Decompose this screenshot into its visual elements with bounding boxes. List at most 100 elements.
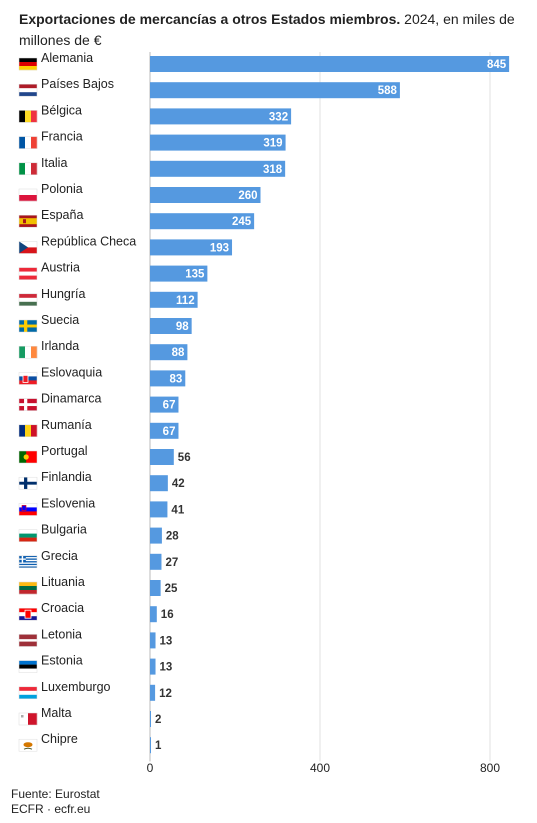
country-label: Eslovenia (41, 496, 95, 510)
source-note: Fuente: Eurostat (11, 787, 100, 801)
bg-flag-icon (18, 529, 38, 542)
country-label: Bulgaria (41, 523, 87, 537)
country-label: Portugal (41, 444, 88, 458)
bar-cz (150, 239, 233, 256)
si-flag-icon (18, 503, 38, 516)
dk-flag-icon (18, 398, 38, 411)
bar-pt (150, 449, 174, 465)
bar-cy (150, 737, 151, 754)
lu-flag-icon (18, 686, 38, 700)
chart-title-bold: Exportaciones de mercancías a otros Esta… (19, 11, 401, 27)
value-label: 13 (160, 662, 173, 674)
value-label: 67 (163, 426, 176, 438)
hr-flag-icon (18, 607, 38, 621)
value-label: 112 (176, 295, 195, 307)
value-label: 193 (210, 242, 229, 254)
fr-flag-icon (18, 136, 38, 149)
value-label: 319 (263, 138, 282, 150)
bar-nl (150, 82, 400, 99)
de-flag-icon (18, 57, 38, 71)
value-label: 56 (178, 452, 191, 464)
country-label: Suecia (41, 313, 79, 327)
bar-pl (150, 187, 261, 203)
bar-be (150, 108, 292, 125)
value-label: 260 (238, 190, 257, 202)
value-label: 12 (159, 688, 172, 700)
country-label: Países Bajos (41, 77, 114, 91)
cz-flag-icon (18, 241, 38, 254)
country-label: Alemania (41, 51, 93, 65)
country-label: España (41, 208, 83, 222)
bar-si (150, 501, 168, 518)
value-label: 25 (165, 583, 178, 595)
chart-title-subtitle: 2024, en miles de millones de € (19, 11, 515, 48)
bar-sk (150, 370, 186, 387)
country-label: Irlanda (41, 339, 79, 353)
bar-ie (150, 344, 188, 361)
bar-dk (150, 396, 179, 413)
bar-se (150, 318, 192, 334)
country-label: Chipre (41, 732, 78, 746)
hu-flag-icon (18, 293, 38, 307)
country-label: Bélgica (41, 103, 82, 117)
value-label: 83 (169, 373, 182, 385)
bar-hu (150, 291, 198, 308)
value-label: 13 (160, 635, 173, 647)
chart-footer: Fuente: Eurostat ECFR · ecfr.eu (11, 787, 100, 817)
x-tick-label: 0 (147, 761, 154, 775)
bar-es (150, 213, 255, 230)
country-label: Polonia (41, 182, 83, 196)
country-label: Malta (41, 706, 72, 720)
value-label: 88 (172, 347, 185, 359)
country-label: Croacia (41, 601, 84, 615)
bar-de (150, 56, 510, 72)
nl-flag-icon (18, 83, 38, 97)
ro-flag-icon (18, 424, 38, 438)
at-flag-icon (18, 267, 38, 280)
lt-flag-icon (18, 581, 38, 595)
value-label: 41 (171, 504, 184, 516)
es-flag-icon (18, 214, 38, 228)
value-label: 845 (487, 59, 507, 71)
country-label: Lituania (41, 575, 85, 589)
value-label: 98 (176, 321, 189, 333)
bar-gr (150, 553, 162, 570)
value-label: 318 (263, 164, 283, 176)
country-label: Dinamarca (41, 392, 101, 406)
value-label: 1 (155, 740, 162, 752)
mt-flag-icon (18, 712, 38, 726)
bar-ee (150, 658, 156, 675)
bar-fr (150, 134, 286, 151)
x-tick-label: 800 (480, 761, 500, 775)
fi-flag-icon (18, 476, 38, 490)
country-label: Hungría (41, 287, 86, 301)
country-label: Estonia (41, 654, 83, 668)
sk-flag-icon (18, 372, 38, 385)
country-label: Italia (41, 156, 67, 170)
bar-lv (150, 632, 156, 649)
bar-at (150, 265, 208, 282)
ee-flag-icon (18, 660, 38, 673)
cy-flag-icon (18, 738, 38, 752)
bar-mt (150, 711, 151, 727)
it-flag-icon (18, 162, 38, 176)
value-label: 2 (155, 714, 161, 726)
bar-lu (150, 684, 156, 701)
country-label: Finlandia (41, 470, 92, 484)
pt-flag-icon (18, 450, 38, 464)
pl-flag-icon (18, 188, 38, 202)
value-label: 27 (165, 557, 178, 569)
bar-it (150, 160, 286, 177)
value-label: 135 (185, 269, 205, 281)
country-label: República Checa (41, 234, 136, 248)
credit-note: ECFR · ecfr.eu (11, 802, 91, 816)
value-label: 28 (166, 531, 179, 543)
value-label: 588 (378, 85, 398, 97)
x-tick-label: 400 (310, 761, 330, 775)
se-flag-icon (18, 319, 38, 333)
country-label: Luxemburgo (41, 680, 111, 694)
gr-flag-icon (18, 555, 38, 569)
country-label: Francia (41, 130, 83, 144)
bar-fi (150, 475, 168, 492)
